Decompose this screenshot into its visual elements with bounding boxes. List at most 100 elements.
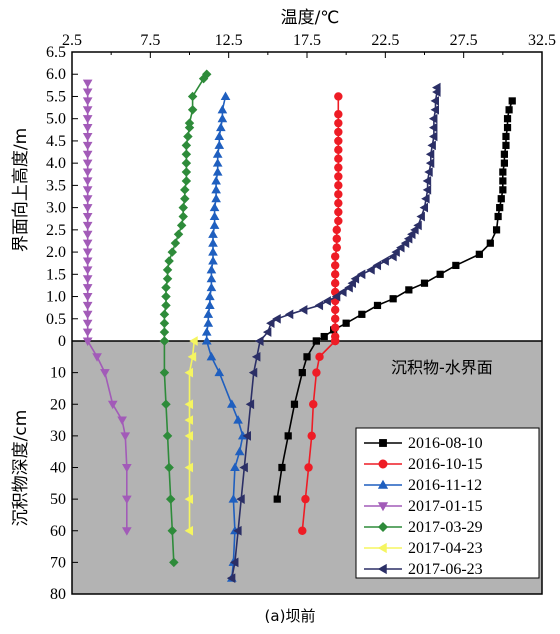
- data-point: [184, 525, 194, 536]
- data-point: [334, 190, 343, 199]
- data-point: [334, 110, 343, 119]
- lower-y-tick-label: 30: [50, 428, 66, 445]
- data-point: [242, 431, 251, 441]
- interface-annotation: 沉积物-水界面: [391, 358, 493, 377]
- x-axis-tick-labels: 2.5 7.5 12.5 17.5 22.5 27.5 32.5: [62, 32, 556, 49]
- data-point: [284, 432, 292, 440]
- data-point: [167, 526, 177, 536]
- data-point: [82, 257, 93, 266]
- data-point: [82, 230, 93, 240]
- data-point: [508, 97, 516, 105]
- data-point: [82, 293, 93, 302]
- data-point: [248, 367, 258, 378]
- data-point: [184, 415, 194, 425]
- legend-item: 2016-10-15: [364, 456, 483, 473]
- data-point: [212, 149, 223, 158]
- data-point: [502, 141, 510, 149]
- legend-swatch-marker: [377, 521, 389, 533]
- data-point: [452, 261, 460, 270]
- data-point: [416, 211, 425, 222]
- data-point: [181, 176, 192, 186]
- data-point: [178, 211, 188, 222]
- data-point: [499, 177, 507, 185]
- data-point: [391, 247, 400, 257]
- data-point: [334, 216, 343, 226]
- data-point: [334, 136, 343, 146]
- legend-label: 2017-06-23: [408, 561, 483, 578]
- data-point: [82, 204, 93, 213]
- legend-swatch-marker: [379, 439, 387, 447]
- data-point: [331, 252, 340, 261]
- data-point: [228, 494, 239, 503]
- data-point: [334, 127, 343, 137]
- data-point: [331, 336, 340, 346]
- data-point: [499, 186, 507, 194]
- data-point: [410, 225, 419, 235]
- lower-y-tick-label: 40: [50, 460, 66, 477]
- data-point: [236, 494, 245, 504]
- data-point: [161, 282, 171, 293]
- data-point: [162, 431, 173, 441]
- data-point: [430, 104, 439, 115]
- data-point: [331, 291, 341, 302]
- data-point: [239, 462, 248, 473]
- upper-y-tick-label: 4.5: [46, 133, 66, 150]
- data-point: [164, 256, 174, 266]
- lower-y-tick-label: 70: [50, 554, 66, 571]
- legend-item: 2016-11-12: [364, 477, 482, 494]
- data-point: [356, 269, 366, 280]
- data-point: [181, 149, 192, 159]
- data-point: [234, 446, 245, 456]
- data-point: [430, 96, 439, 106]
- data-point: [82, 248, 93, 257]
- data-point: [272, 313, 281, 324]
- series-2017-06-23: [226, 82, 441, 584]
- data-point: [202, 69, 212, 79]
- data-point: [161, 291, 171, 302]
- data-point: [206, 264, 217, 274]
- x-tick-label: 2.5: [62, 32, 82, 49]
- upper-y-tick-label: 3.5: [46, 177, 66, 194]
- data-point: [159, 327, 170, 337]
- legend-label: 2016-08-10: [408, 435, 483, 452]
- data-point: [82, 212, 93, 222]
- data-point: [331, 270, 340, 279]
- data-point: [82, 159, 93, 169]
- data-point: [209, 220, 220, 229]
- data-point: [344, 282, 353, 293]
- data-point: [334, 207, 343, 217]
- legend-swatch-marker: [377, 479, 389, 489]
- data-point: [203, 318, 214, 327]
- series-2016-11-12: [201, 91, 248, 582]
- data-point: [208, 256, 218, 265]
- data-point: [373, 301, 382, 310]
- data-point: [187, 351, 197, 362]
- data-point: [212, 167, 223, 176]
- data-point: [208, 238, 218, 247]
- data-point: [380, 256, 389, 266]
- data-point: [165, 494, 176, 504]
- data-point: [82, 221, 93, 231]
- data-point: [284, 309, 294, 320]
- data-point: [388, 251, 397, 262]
- data-point: [211, 193, 221, 203]
- data-point: [159, 367, 170, 378]
- data-point: [100, 369, 110, 378]
- data-point: [432, 82, 441, 93]
- data-point: [266, 318, 275, 329]
- data-point: [500, 150, 509, 158]
- data-point: [230, 557, 239, 568]
- lower-y-tick-label: 50: [50, 491, 66, 508]
- legend-item: 2017-01-15: [364, 498, 483, 515]
- data-point: [396, 242, 405, 253]
- data-point: [206, 273, 217, 283]
- data-point: [502, 132, 510, 141]
- data-point: [413, 220, 422, 231]
- x-tick-label: 7.5: [140, 32, 160, 49]
- data-point: [421, 193, 430, 204]
- data-point: [389, 295, 397, 303]
- x-tick-label: 27.5: [450, 32, 478, 49]
- data-point: [497, 195, 505, 203]
- data-point: [205, 291, 215, 301]
- legend-swatch-marker: [377, 542, 387, 554]
